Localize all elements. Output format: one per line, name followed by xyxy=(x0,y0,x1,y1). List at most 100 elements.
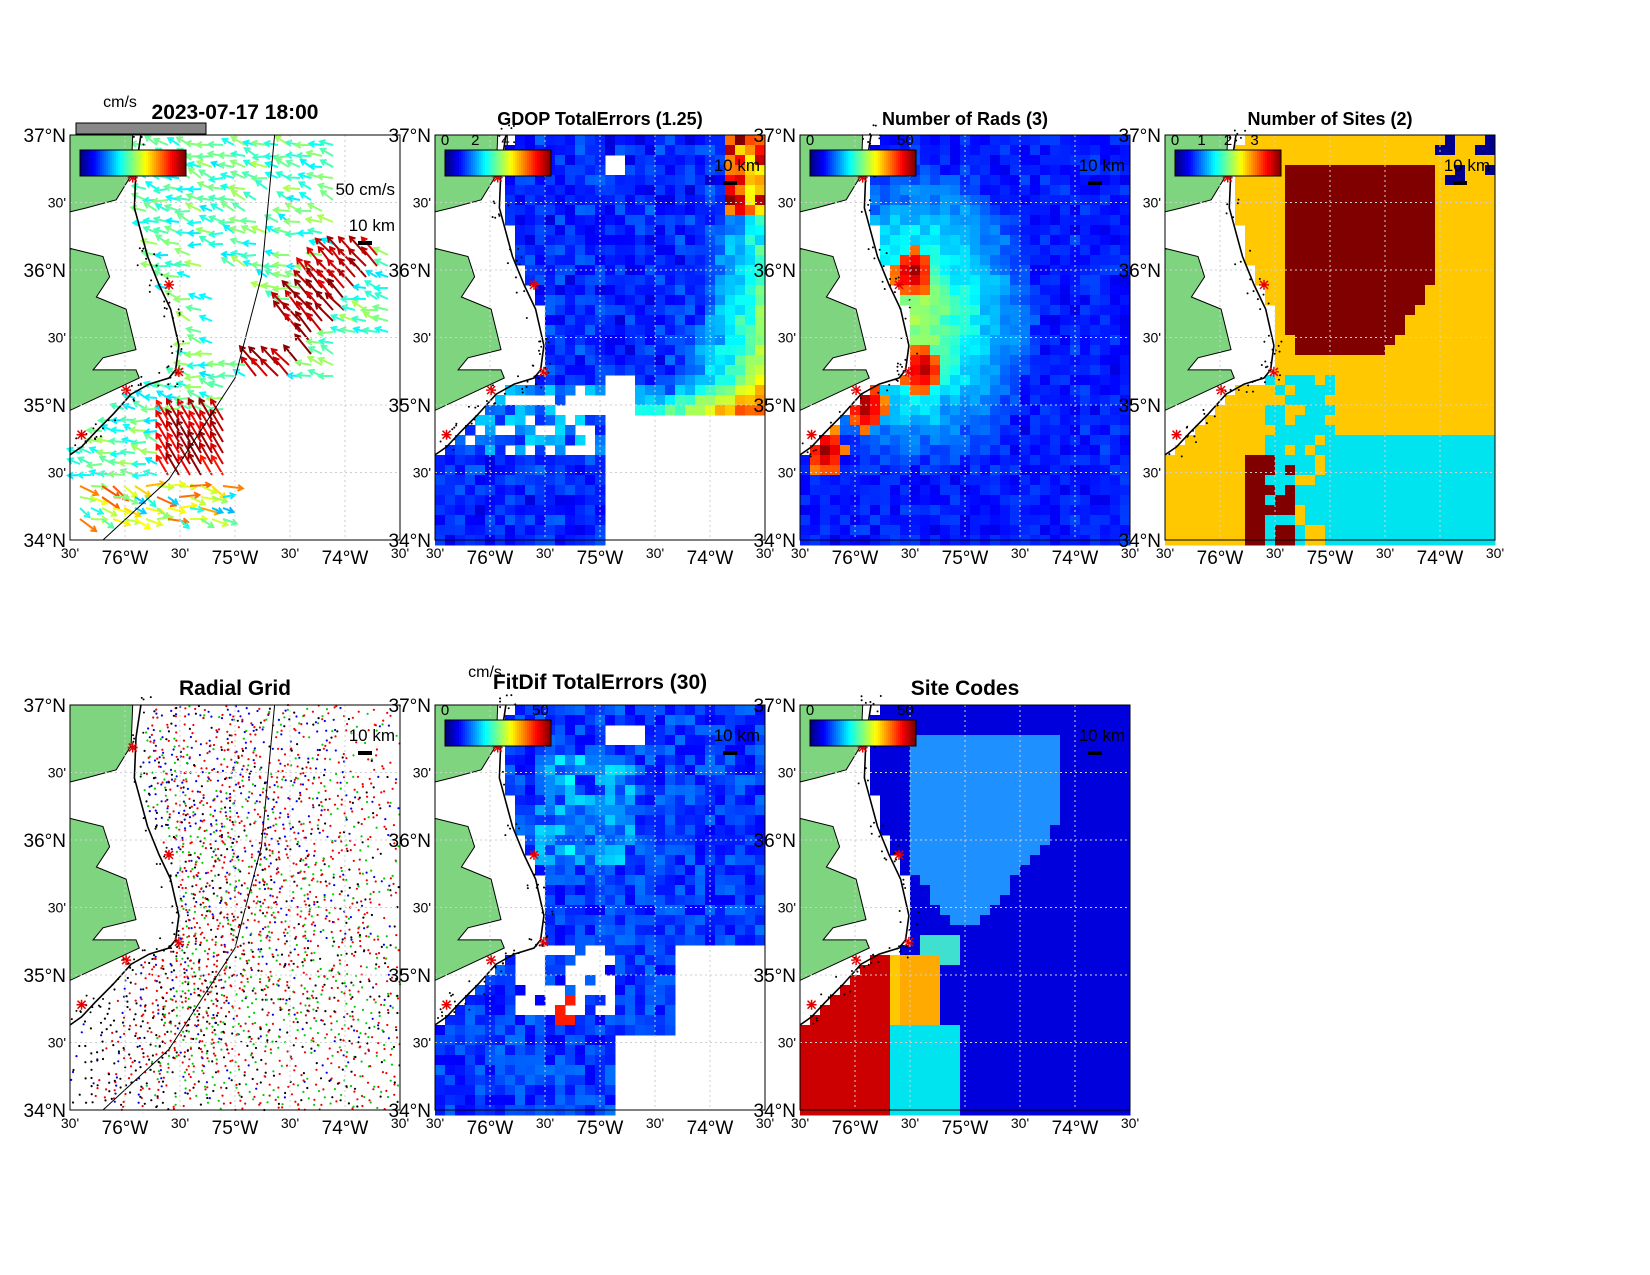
heat-cell xyxy=(525,515,536,526)
heat-cell xyxy=(1050,415,1061,426)
heat-cell xyxy=(435,475,446,486)
heat-cell xyxy=(940,505,951,516)
heat-cell xyxy=(665,295,676,306)
radial-point xyxy=(268,843,271,846)
heat-cell xyxy=(1315,395,1326,406)
heat-cell xyxy=(665,185,676,196)
heat-cell xyxy=(625,255,636,266)
y-tick-label: 30' xyxy=(413,330,431,346)
scale-bar-label: 10 km xyxy=(714,156,760,175)
radial-point xyxy=(240,820,243,823)
heat-cell xyxy=(1375,155,1386,166)
heat-cell xyxy=(545,525,556,536)
heat-cell xyxy=(1040,205,1051,216)
coast-dot xyxy=(899,307,902,310)
radial-point xyxy=(156,716,159,719)
heat-cell xyxy=(1455,315,1466,326)
heat-cell xyxy=(725,185,736,196)
heat-cell xyxy=(1285,135,1296,146)
heat-cell xyxy=(1120,455,1131,466)
radial-point xyxy=(182,800,185,803)
colorbar-swatch xyxy=(816,150,819,176)
radial-point xyxy=(380,880,383,883)
heat-cell xyxy=(1275,475,1286,486)
heat-cell xyxy=(1295,435,1306,446)
radial-point xyxy=(271,1013,274,1016)
heat-cell xyxy=(1445,215,1456,226)
heat-cell xyxy=(1080,485,1091,496)
current-vector xyxy=(209,203,224,212)
heat-cell xyxy=(1020,155,1031,166)
heat-cell xyxy=(900,505,911,516)
heat-cell xyxy=(515,495,526,506)
heat-cell xyxy=(1040,365,1051,376)
radial-point xyxy=(182,791,185,794)
heat-cell xyxy=(870,455,881,466)
heat-cell xyxy=(1345,255,1356,266)
colorbar: 0 50 xyxy=(806,132,917,177)
heat-cell xyxy=(970,515,981,526)
coastline xyxy=(799,134,910,456)
heat-cell xyxy=(645,355,656,366)
heat-cell xyxy=(830,425,841,436)
radial-point xyxy=(268,921,272,924)
heat-cell xyxy=(1335,195,1346,206)
heat-cell xyxy=(585,165,596,176)
heat-cell xyxy=(930,235,941,246)
radial-point xyxy=(262,902,265,905)
heat-cell xyxy=(1345,225,1356,236)
heat-cell xyxy=(1195,455,1206,466)
heat-cell xyxy=(940,175,951,186)
heat-cell xyxy=(880,495,891,506)
radial-point xyxy=(347,1061,350,1064)
radial-point xyxy=(237,710,240,713)
heat-cell xyxy=(980,355,991,366)
heat-cell xyxy=(525,485,536,496)
heat-cell xyxy=(665,405,676,416)
radial-point xyxy=(247,758,250,761)
heat-cell xyxy=(735,345,746,356)
heat-cell xyxy=(1275,245,1286,256)
radial-point xyxy=(261,728,264,731)
heat-cell xyxy=(1275,175,1286,186)
radial-point xyxy=(241,859,244,862)
current-vector xyxy=(374,270,389,279)
heat-cell xyxy=(715,295,726,306)
heat-cell xyxy=(695,175,706,186)
heat-cell xyxy=(645,395,656,406)
heat-cell xyxy=(1425,445,1436,456)
heat-cell xyxy=(495,505,506,516)
heat-cell xyxy=(1285,495,1296,506)
heat-cell xyxy=(1285,145,1296,156)
heat-cell xyxy=(990,345,1001,356)
heat-cell xyxy=(665,195,676,206)
heat-cell xyxy=(1010,225,1021,236)
radial-point xyxy=(190,927,193,930)
heat-cell xyxy=(1395,135,1406,146)
colorbar-swatch xyxy=(521,150,524,176)
y-tick-label: 34°N xyxy=(754,531,796,552)
heat-cell xyxy=(1040,375,1051,386)
heat-cell xyxy=(870,385,881,396)
heat-cell xyxy=(515,205,526,216)
radial-point xyxy=(325,729,328,732)
heat-cell xyxy=(685,315,696,326)
heat-cell xyxy=(1205,425,1216,436)
heat-cell xyxy=(1305,325,1316,336)
heat-cell xyxy=(1355,275,1366,286)
heat-cell xyxy=(1020,425,1031,436)
heat-cell xyxy=(1110,365,1121,376)
heat-cell xyxy=(1110,385,1121,396)
coast-dot xyxy=(166,277,169,280)
radial-point xyxy=(277,718,280,722)
coast-dot xyxy=(1252,290,1255,293)
heat-cell xyxy=(920,295,931,306)
heat-cell xyxy=(545,365,556,376)
current-vector xyxy=(307,346,323,355)
coast-dot xyxy=(878,137,881,140)
heat-cell xyxy=(1080,525,1091,536)
colorbar-swatch xyxy=(449,150,452,176)
radial-point xyxy=(220,800,223,803)
heat-cell xyxy=(495,445,506,456)
coast-dot xyxy=(168,301,171,304)
